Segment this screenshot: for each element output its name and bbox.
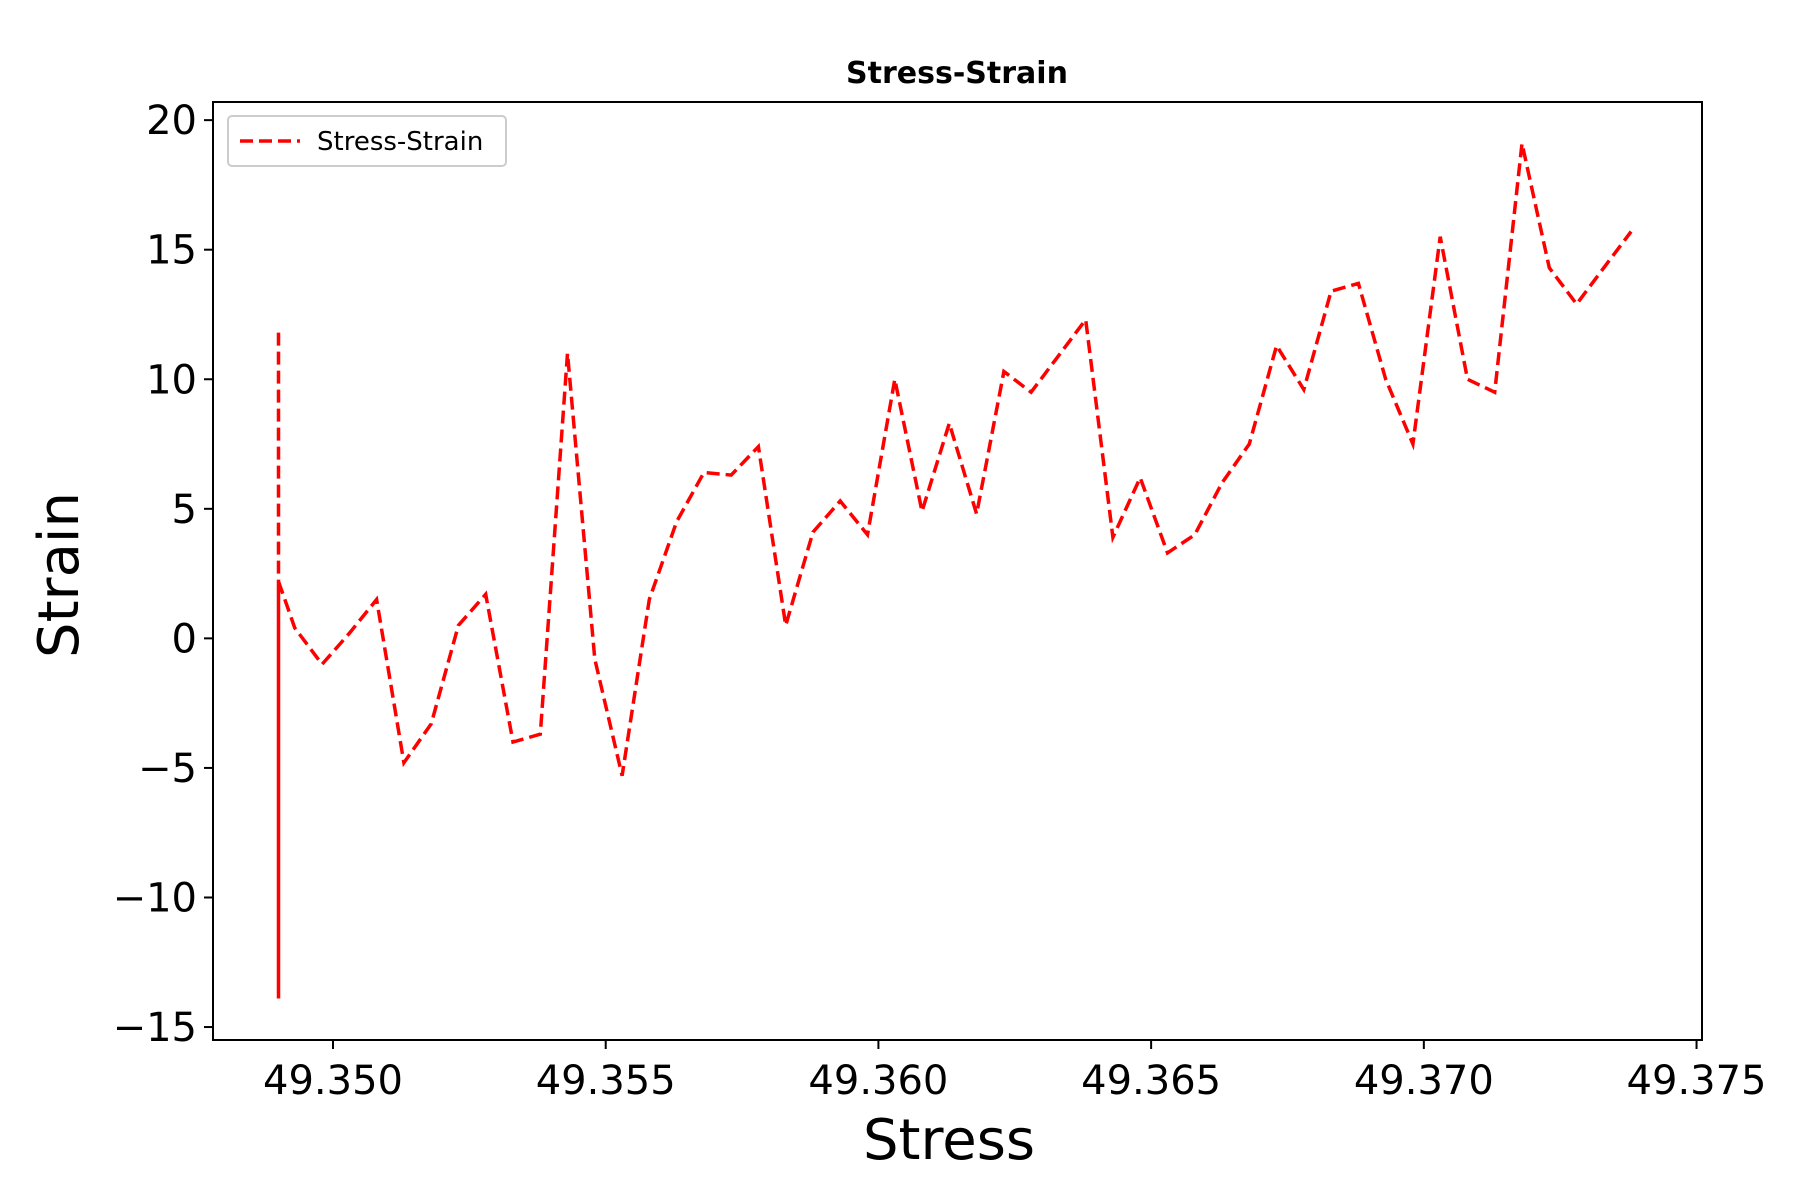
x-tick-label: 49.360 bbox=[808, 1058, 948, 1104]
y-tick-label: −5 bbox=[138, 746, 197, 792]
x-tick-label: 49.375 bbox=[1627, 1058, 1767, 1104]
legend: Stress-Strain bbox=[227, 115, 507, 167]
plot-area bbox=[212, 101, 1703, 1041]
y-tick-label: 10 bbox=[146, 357, 197, 403]
y-tick-label: −15 bbox=[113, 1005, 197, 1051]
y-axis-label: Strain bbox=[27, 492, 92, 658]
y-axis-ticks: −15 −10 −5 0 5 10 15 20 bbox=[113, 98, 213, 1051]
x-tick-label: 49.365 bbox=[1081, 1058, 1221, 1104]
legend-label: Stress-Strain bbox=[317, 127, 483, 157]
y-tick-label: 0 bbox=[172, 616, 197, 662]
chart-title: Stress-Strain bbox=[846, 56, 1068, 91]
y-tick-label: 15 bbox=[146, 228, 197, 274]
x-tick-label: 49.370 bbox=[1354, 1058, 1494, 1104]
legend-box bbox=[227, 115, 507, 167]
y-tick-label: 5 bbox=[172, 487, 197, 533]
y-tick-label: −10 bbox=[113, 875, 197, 921]
series-line-stress-strain bbox=[276, 143, 1633, 999]
x-axis-ticks: 49.350 49.355 49.360 49.365 49.370 49.375 bbox=[263, 1040, 1767, 1104]
x-tick-label: 49.355 bbox=[536, 1058, 676, 1104]
y-tick-label: 20 bbox=[146, 98, 197, 144]
x-axis-label: Stress bbox=[863, 1108, 1035, 1173]
x-tick-label: 49.350 bbox=[263, 1058, 403, 1104]
